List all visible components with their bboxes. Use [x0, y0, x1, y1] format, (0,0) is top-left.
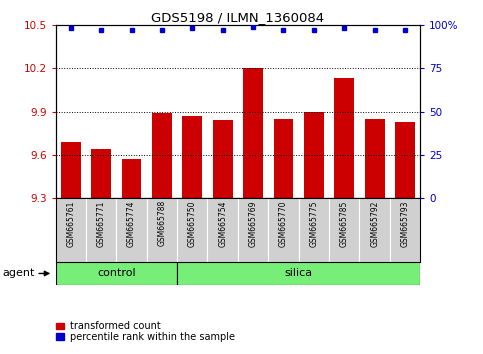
Text: GSM665750: GSM665750 [188, 200, 197, 247]
Bar [177, 198, 208, 262]
Text: GSM665788: GSM665788 [157, 200, 167, 246]
Text: GSM665761: GSM665761 [66, 200, 75, 246]
Text: control: control [97, 268, 136, 279]
Title: GDS5198 / ILMN_1360084: GDS5198 / ILMN_1360084 [151, 11, 325, 24]
Bar [183, 116, 202, 198]
Bar [213, 120, 232, 198]
Bar [273, 119, 293, 198]
Bar [304, 112, 324, 198]
Bar [298, 198, 329, 262]
Bar [56, 262, 177, 285]
Bar [243, 68, 263, 198]
Text: percentile rank within the sample: percentile rank within the sample [70, 332, 235, 342]
Bar [359, 198, 390, 262]
Bar [56, 333, 64, 340]
Text: GSM665771: GSM665771 [97, 200, 106, 246]
Text: GSM665785: GSM665785 [340, 200, 349, 246]
Bar [56, 323, 64, 329]
Text: GSM665792: GSM665792 [370, 200, 379, 246]
Bar [61, 142, 81, 198]
Bar [329, 198, 359, 262]
Bar [365, 119, 384, 198]
Bar [56, 198, 86, 262]
Bar [334, 78, 354, 198]
Bar [238, 198, 268, 262]
Bar [390, 198, 420, 262]
Text: agent: agent [2, 268, 35, 279]
Text: GSM665769: GSM665769 [249, 200, 257, 247]
Bar [147, 198, 177, 262]
Text: GSM665775: GSM665775 [309, 200, 318, 247]
Text: transformed count: transformed count [70, 321, 161, 331]
Bar [116, 198, 147, 262]
Bar [177, 262, 420, 285]
Text: GSM665774: GSM665774 [127, 200, 136, 247]
Bar [122, 159, 142, 198]
Bar [91, 149, 111, 198]
Text: GSM665770: GSM665770 [279, 200, 288, 247]
Bar [152, 113, 172, 198]
Text: GSM665754: GSM665754 [218, 200, 227, 247]
Text: GSM665793: GSM665793 [400, 200, 410, 247]
Bar [86, 198, 116, 262]
Text: silica: silica [284, 268, 313, 279]
Bar [208, 198, 238, 262]
Bar [395, 122, 415, 198]
Bar [268, 198, 298, 262]
